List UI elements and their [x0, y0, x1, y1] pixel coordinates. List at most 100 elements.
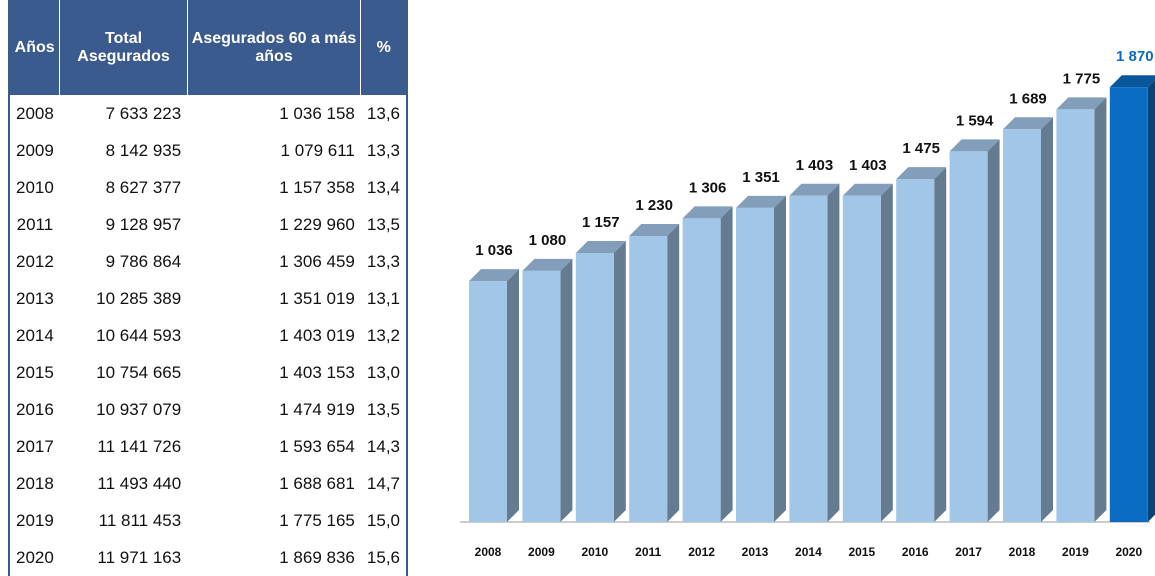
- table-cell: 1 229 960: [279, 214, 355, 234]
- table-cell: 1 351 019: [279, 288, 355, 308]
- bar-side: [720, 206, 733, 523]
- bar-top: [736, 195, 786, 208]
- bar-top: [949, 139, 1000, 152]
- bar: [842, 195, 881, 523]
- value-label: 1 475: [902, 140, 940, 157]
- table-row: 2015 10 754 665 1 403 153 13,0: [9, 354, 407, 391]
- header-cell: %: [360, 0, 408, 95]
- bar: [1003, 129, 1041, 522]
- table-row: 2017 11 141 726 1 593 654 14,3: [9, 428, 407, 465]
- table-cell: 13,3: [366, 251, 400, 271]
- table-cell: 1 403 153: [279, 362, 355, 382]
- table-row: 2013 10 285 389 1 351 019 13,1: [9, 280, 407, 317]
- value-label: 1 351: [742, 169, 780, 186]
- bar-side: [667, 224, 680, 522]
- bar-side: [507, 269, 519, 522]
- table-cell: 10 644 593: [96, 325, 182, 345]
- bar-side: [774, 195, 786, 522]
- table-cell: 14,7: [366, 473, 400, 493]
- bar-top: [1003, 117, 1053, 130]
- table-cell: 13,0: [366, 362, 400, 382]
- bar-top: [1109, 75, 1155, 88]
- bar: [682, 218, 721, 523]
- table-cell: 2011: [16, 214, 54, 234]
- header-cell: Asegurados 60 a más años: [187, 0, 362, 95]
- table-row: 2008 7 633 223 1 036 158 13,6: [9, 95, 407, 132]
- bar: [896, 179, 935, 522]
- table-cell: 9 128 957: [105, 214, 182, 234]
- bar: [1056, 109, 1095, 522]
- header-cell: Años: [9, 0, 61, 95]
- table-row: 2009 8 142 935 1 079 611 13,3: [9, 132, 407, 169]
- bar-top: [682, 206, 733, 219]
- bar-top: [469, 269, 519, 282]
- table-cell: 2018: [16, 473, 54, 493]
- table-cell: 1 474 919: [279, 399, 355, 419]
- x-tick-label: 2018: [1009, 545, 1036, 559]
- table-cell: 8 142 935: [105, 140, 182, 160]
- value-label: 1 689: [1009, 90, 1047, 107]
- x-tick-label: 2011: [635, 545, 661, 559]
- value-label: 1 036: [475, 242, 513, 259]
- table-cell: 13,4: [366, 177, 400, 197]
- bar: [736, 207, 774, 522]
- bar-side: [880, 183, 893, 523]
- table-cell: 2020: [16, 547, 54, 567]
- bar: [629, 236, 668, 522]
- table-cell: 1 306 459: [279, 251, 355, 271]
- table-cell: 2012: [16, 251, 54, 271]
- bar-top: [842, 183, 893, 196]
- table-cell: 2008: [16, 103, 54, 123]
- table-cell: 2015: [16, 362, 54, 382]
- table-cell: 13,1: [366, 288, 400, 308]
- x-tick-label: 2010: [581, 545, 608, 559]
- bar-side: [613, 240, 626, 522]
- value-label: 1 157: [582, 214, 620, 231]
- table-cell: 7 633 223: [105, 103, 182, 123]
- bar-top: [575, 240, 626, 253]
- x-tick-label: 2015: [848, 545, 875, 559]
- bar: [469, 281, 507, 522]
- bar-top: [896, 167, 947, 180]
- table-cell: 13,5: [366, 399, 400, 419]
- bar: [789, 195, 828, 523]
- table-cell: 1 403 019: [279, 325, 355, 345]
- data-table: Años Total Asegurados Asegurados 60 a más …: [8, 0, 408, 576]
- bar-side: [1041, 117, 1053, 523]
- bar-side: [1094, 97, 1107, 522]
- value-label: 1 306: [689, 179, 727, 196]
- bar-top: [1056, 97, 1107, 110]
- table-cell: 10 754 665: [96, 362, 182, 382]
- table-row: 2014 10 644 593 1 403 019 13,2: [9, 317, 407, 354]
- table-cell: 1 593 654: [279, 436, 355, 456]
- table-cell: 11 493 440: [97, 473, 182, 493]
- value-label: 1 230: [635, 197, 673, 214]
- bar: [522, 270, 561, 522]
- value-label: 1 403: [849, 157, 887, 174]
- header-cell: Total Asegurados: [59, 0, 188, 95]
- table-cell: 15,0: [366, 510, 400, 530]
- table-cell: 1 869 836: [279, 547, 355, 567]
- x-tick-label: 2008: [475, 545, 502, 559]
- table-cell: 14,3: [366, 436, 400, 456]
- table-cell: 11 971 163: [97, 547, 182, 567]
- x-tick-label: 2020: [1115, 545, 1142, 559]
- x-tick-label: 2014: [795, 545, 822, 559]
- value-label: 1 870: [1116, 48, 1154, 65]
- bar-side: [934, 167, 947, 522]
- table-cell: 1 079 611: [280, 140, 355, 160]
- table-cell: 11 141 726: [97, 436, 182, 456]
- table-cell: 11 811 453: [98, 510, 182, 530]
- table-row: 2012 9 786 864 1 306 459 13,3: [9, 243, 407, 280]
- table-cell: 1 157 358: [279, 177, 355, 197]
- x-tick-label: 2013: [742, 545, 769, 559]
- x-tick-label: 2019: [1062, 545, 1089, 559]
- table-cell: 1 688 681: [279, 473, 355, 493]
- table-row: 2011 9 128 957 1 229 960 13,5: [9, 206, 407, 243]
- table-cell: 2013: [16, 288, 54, 308]
- table-cell: 13,3: [366, 140, 400, 160]
- table-cell: 2014: [16, 325, 54, 345]
- table-cell: 2019: [16, 510, 54, 530]
- table-row: 2018 11 493 440 1 688 681 14,7: [9, 465, 407, 502]
